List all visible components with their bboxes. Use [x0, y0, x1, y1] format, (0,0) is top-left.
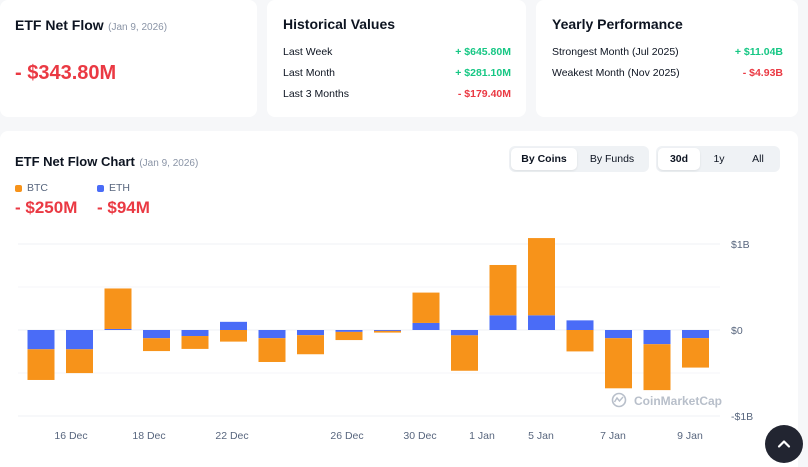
bar-eth[interactable] — [104, 328, 132, 330]
net-flow-title: ETF Net Flow — [15, 17, 104, 33]
bar-eth[interactable] — [143, 330, 170, 339]
bar-btc[interactable] — [258, 338, 286, 362]
bar-btc[interactable] — [566, 330, 594, 352]
bar-btc[interactable] — [412, 292, 440, 323]
chart-y-axis: $1B $0 -$1B — [731, 239, 753, 423]
x-tick-label: 16 Dec — [54, 430, 87, 442]
bar-eth[interactable] — [27, 330, 55, 350]
bar-btc[interactable] — [297, 335, 324, 355]
bar-eth[interactable] — [566, 320, 594, 330]
range-toggle: 30d 1y All — [656, 146, 780, 172]
historical-values-card: Historical Values Last Week + $645.80M L… — [267, 0, 526, 117]
legend-btc[interactable]: BTC — [15, 182, 48, 194]
bar-btc[interactable] — [489, 264, 517, 316]
bar-eth[interactable] — [605, 330, 632, 339]
bar-btc[interactable] — [605, 338, 632, 389]
yearly-label-weakest: Weakest Month (Nov 2025) — [552, 67, 680, 79]
bar-btc[interactable] — [335, 331, 363, 341]
legend-eth[interactable]: ETH — [97, 182, 130, 194]
yearly-title: Yearly Performance — [552, 16, 683, 32]
x-tick-label: 30 Dec — [403, 430, 436, 442]
bar-eth[interactable] — [489, 315, 517, 330]
chart-title: ETF Net Flow Chart — [15, 154, 135, 169]
y-tick-label: $0 — [731, 325, 743, 337]
eth-color-swatch — [97, 184, 104, 192]
x-tick-label: 5 Jan — [528, 430, 554, 442]
chart-x-axis: 16 Dec 18 Dec 22 Dec 26 Dec 30 Dec 1 Jan 5 Jan… — [54, 430, 703, 442]
range-30d-button[interactable]: 30d — [658, 148, 700, 170]
bar-eth[interactable] — [335, 330, 363, 332]
bar-btc[interactable] — [104, 288, 132, 329]
chart-bars — [27, 238, 709, 391]
by-coins-button[interactable]: By Coins — [511, 148, 577, 170]
historical-label-last-month: Last Month — [283, 67, 335, 79]
chart-date: (Jan 9, 2026) — [139, 158, 199, 169]
y-tick-label: $1B — [731, 239, 750, 251]
chart-heading: ETF Net Flow Chart (Jan 9, 2026) — [15, 153, 198, 171]
historical-value-last-3-months: - $179.40M — [457, 88, 511, 100]
y-tick-label: -$1B — [731, 411, 753, 423]
historical-title: Historical Values — [283, 16, 396, 32]
net-flow-card: ETF Net Flow (Jan 9, 2026) - $343.80M — [0, 0, 257, 117]
x-tick-label: 26 Dec — [330, 430, 363, 442]
chevron-up-icon — [777, 440, 791, 448]
historical-label-last-week: Last Week — [283, 46, 333, 58]
yearly-performance-card: Yearly Performance Strongest Month (Jul … — [536, 0, 798, 117]
bar-eth[interactable] — [643, 330, 671, 345]
bar-btc[interactable] — [220, 330, 247, 342]
x-tick-label: 18 Dec — [132, 430, 165, 442]
legend-eth-value: - $94M — [97, 198, 150, 217]
bar-eth[interactable] — [682, 330, 709, 339]
bar-btc[interactable] — [143, 338, 170, 352]
historical-value-last-week: + $645.80M — [455, 46, 511, 58]
coinmarketcap-logo-icon — [611, 392, 627, 408]
view-toggle: By Coins By Funds — [509, 146, 649, 172]
bar-eth[interactable] — [412, 322, 440, 330]
historical-value-last-month: + $281.10M — [455, 67, 511, 79]
bar-btc[interactable] — [27, 349, 55, 380]
net-flow-date: (Jan 9, 2026) — [108, 22, 168, 33]
range-all-button[interactable]: All — [752, 153, 764, 165]
net-flow-chart-card: ETF Net Flow Chart (Jan 9, 2026) By Coin… — [0, 131, 798, 467]
bar-eth[interactable] — [297, 330, 324, 336]
bar-btc[interactable] — [528, 238, 555, 316]
bar-btc[interactable] — [181, 336, 209, 349]
x-tick-label: 9 Jan — [677, 430, 703, 442]
scroll-to-top-button[interactable] — [765, 425, 803, 463]
bar-eth[interactable] — [374, 330, 401, 331]
legend-btc-label: BTC — [27, 182, 48, 194]
bar-eth[interactable] — [528, 315, 555, 330]
bar-btc[interactable] — [643, 344, 671, 391]
net-flow-value: - $343.80M — [15, 62, 117, 84]
legend-eth-label: ETH — [109, 182, 130, 194]
bar-eth[interactable] — [258, 330, 286, 339]
bar-btc[interactable] — [374, 330, 401, 333]
range-1y-button[interactable]: 1y — [713, 153, 725, 165]
by-funds-button[interactable]: By Funds — [589, 153, 635, 165]
bar-btc[interactable] — [66, 349, 93, 374]
yearly-value-weakest: - $4.93B — [742, 67, 783, 79]
watermark: CoinMarketCap — [611, 392, 722, 408]
watermark-text: CoinMarketCap — [634, 394, 722, 408]
bar-btc[interactable] — [682, 338, 709, 368]
net-flow-heading: ETF Net Flow (Jan 9, 2026) — [15, 17, 167, 35]
yearly-label-strongest: Strongest Month (Jul 2025) — [552, 46, 679, 58]
bar-eth[interactable] — [66, 330, 93, 350]
btc-color-swatch — [15, 184, 22, 192]
bar-eth[interactable] — [220, 321, 247, 330]
x-tick-label: 7 Jan — [600, 430, 626, 442]
x-tick-label: 1 Jan — [469, 430, 495, 442]
x-tick-label: 22 Dec — [215, 430, 248, 442]
legend-btc-value: - $250M — [15, 198, 78, 217]
chart-grid — [18, 243, 720, 417]
bar-btc[interactable] — [451, 335, 478, 371]
yearly-value-strongest: + $11.04B — [734, 46, 783, 58]
bar-eth[interactable] — [451, 330, 478, 336]
historical-label-last-3-months: Last 3 Months — [283, 88, 349, 100]
bar-eth[interactable] — [181, 330, 209, 337]
